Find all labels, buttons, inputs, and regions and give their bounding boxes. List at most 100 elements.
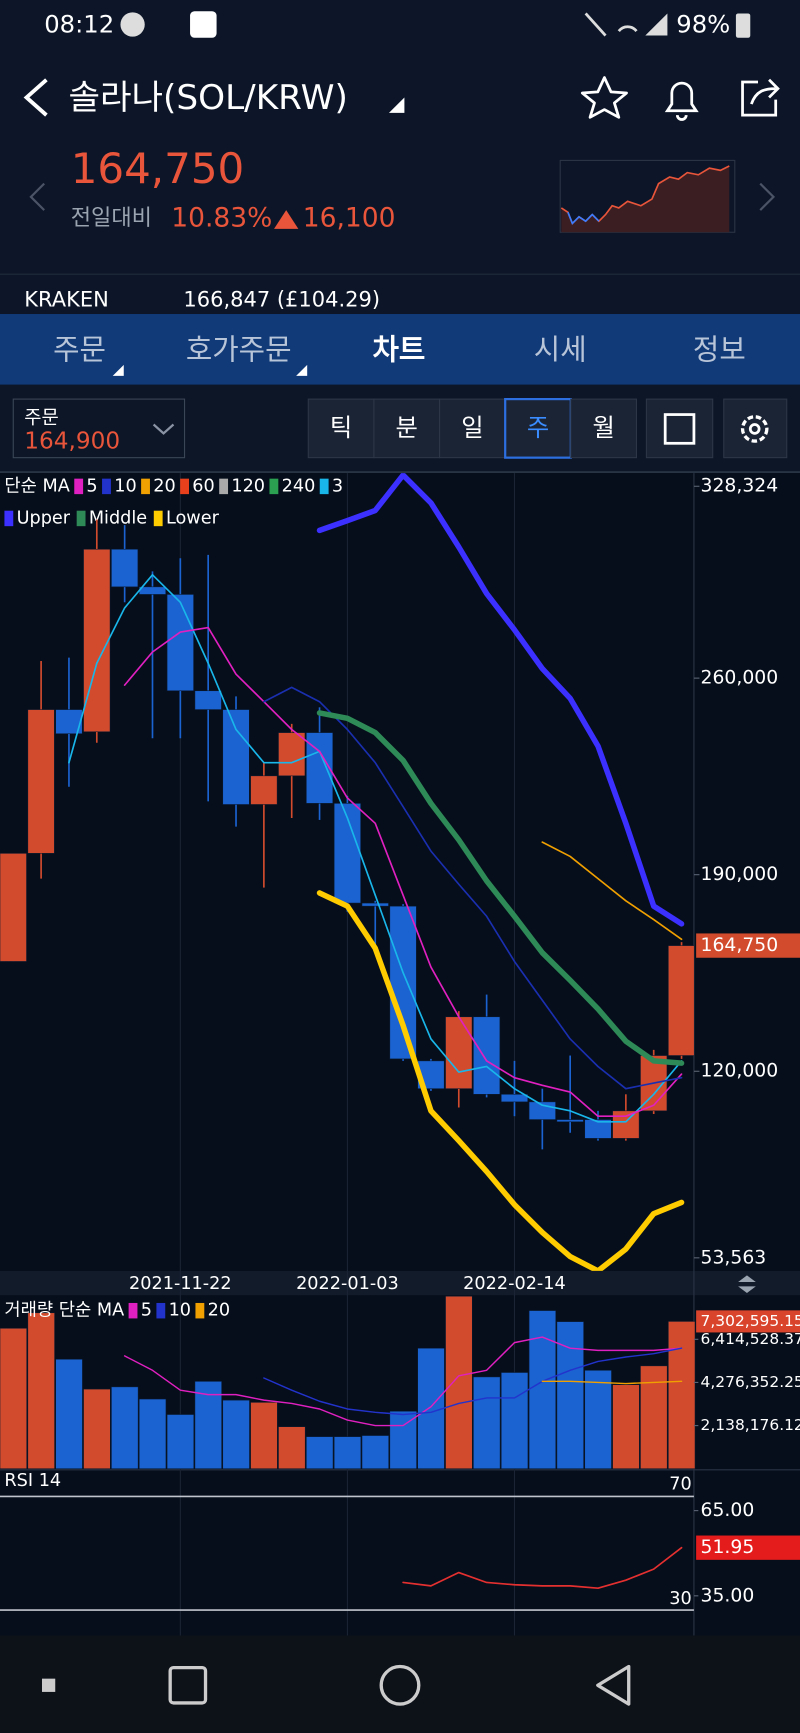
volume-bar [500,1372,529,1469]
legend-label: Lower [166,508,220,528]
legend-swatch [141,478,150,495]
change-amount: 16,100 [303,202,396,233]
volume-bar [306,1436,334,1469]
prev-coin[interactable] [29,182,45,211]
period-label: 분 [396,413,418,442]
sparkline-low [567,212,600,225]
legend-label: 10 [169,1301,191,1321]
volume-bar [250,1402,278,1469]
volume-bar [83,1388,111,1469]
rsi-level-label: 30 [669,1589,691,1609]
period-button[interactable] [439,398,506,459]
tab[interactable]: 호가주문 [186,333,292,367]
legend-label: 20 [153,476,175,496]
candle-body [556,1119,584,1123]
y-tick-label: 2,138,176.126 [701,1416,800,1434]
exchange-name: KRAKEN [24,288,109,312]
last-volume-tag [696,1310,800,1333]
order-box[interactable] [12,398,186,459]
legend-swatch [76,510,86,527]
candle-body [445,1016,473,1089]
y-tick-label: 35.00 [701,1585,755,1606]
legend-label: 120 [231,476,265,496]
legend-swatch [180,478,189,495]
tab[interactable]: 정보 [693,333,746,367]
nav-recents[interactable] [168,1665,208,1705]
x-tick-label: 2021-11-22 [129,1274,232,1294]
volume-bar [584,1370,612,1469]
ma-legend-title: 단순 MA [4,475,69,496]
volume-bar [194,1381,222,1469]
legend-swatch [74,478,84,495]
nav-back[interactable] [596,1664,631,1706]
volume-ma-line [263,1347,683,1416]
scale-toggle[interactable] [738,1275,756,1294]
nav-bar [0,1635,800,1733]
rsi-last-label: 51.95 [701,1537,755,1558]
volume-bar [0,1327,28,1469]
volume-legend-title: 거래량 단순 MA [4,1300,124,1321]
favorite-button[interactable] [580,76,628,119]
change-percent: 10.83% [171,202,272,233]
period-label: 틱 [330,413,352,442]
volume-bar [361,1435,390,1469]
nav-recent-dot[interactable] [41,1678,56,1692]
tab[interactable]: 시세 [534,333,587,367]
x-tick-label: 2022-02-14 [463,1274,566,1294]
band-line [316,473,685,927]
back-button[interactable] [23,78,48,117]
share-button[interactable] [741,78,780,117]
coin-title[interactable]: 솔라나(SOL/KRW) [69,78,348,118]
tab-bar [0,314,800,385]
candle-body [166,594,194,692]
status-icons [584,12,638,37]
volume-bar [222,1399,250,1469]
tab[interactable]: 차트 [372,333,425,367]
layout-icon [663,413,696,445]
y-tick-label: 260,000 [701,668,779,689]
legend-swatch [156,1302,166,1319]
rsi-last-tag [696,1535,800,1560]
candle-body [138,586,167,595]
settings-icon [740,415,769,443]
candle-body [250,775,278,805]
period-label: 일 [461,413,483,442]
volume-bar [278,1426,306,1469]
order-price: 164,900 [24,428,120,455]
y-tick-label: 53,563 [701,1247,767,1268]
candle-body [194,690,222,710]
candle-body [278,732,306,777]
tab[interactable]: 주문 [53,333,106,367]
legend-label: 5 [141,1301,152,1321]
order-label: 주문 [24,407,59,428]
order-dropdown[interactable] [152,423,175,435]
y-tick-label: 4,276,352.253 [701,1373,800,1391]
period-button[interactable] [570,398,638,459]
alarm-button[interactable] [664,81,699,121]
y-tick-label: 120,000 [701,1061,779,1082]
settings-icon [748,423,761,435]
legend-label: Upper [17,508,71,528]
nav-home[interactable] [379,1664,421,1706]
layout-button[interactable] [645,398,714,459]
legend-swatch [102,478,111,495]
next-coin[interactable] [759,182,776,211]
volume-bar [612,1384,640,1469]
candle-body [389,905,417,1060]
legend-swatch [128,1302,138,1319]
current-price: 164,750 [71,144,245,193]
rsi-line [402,1546,683,1589]
volume-bar [333,1436,362,1469]
exchange-price: 166,847 (£104.29) [183,288,380,312]
settings-button[interactable] [723,398,788,459]
legend-label: 240 [282,476,316,496]
volume-bar [55,1358,83,1469]
candle-body [111,548,139,588]
candle-body [222,709,250,805]
status-icon [190,11,217,38]
legend-label: 20 [208,1301,230,1321]
y-tick-label: 6,414,528.379 [701,1330,800,1348]
legend-label: 10 [114,476,136,496]
volume-bar [640,1365,668,1469]
